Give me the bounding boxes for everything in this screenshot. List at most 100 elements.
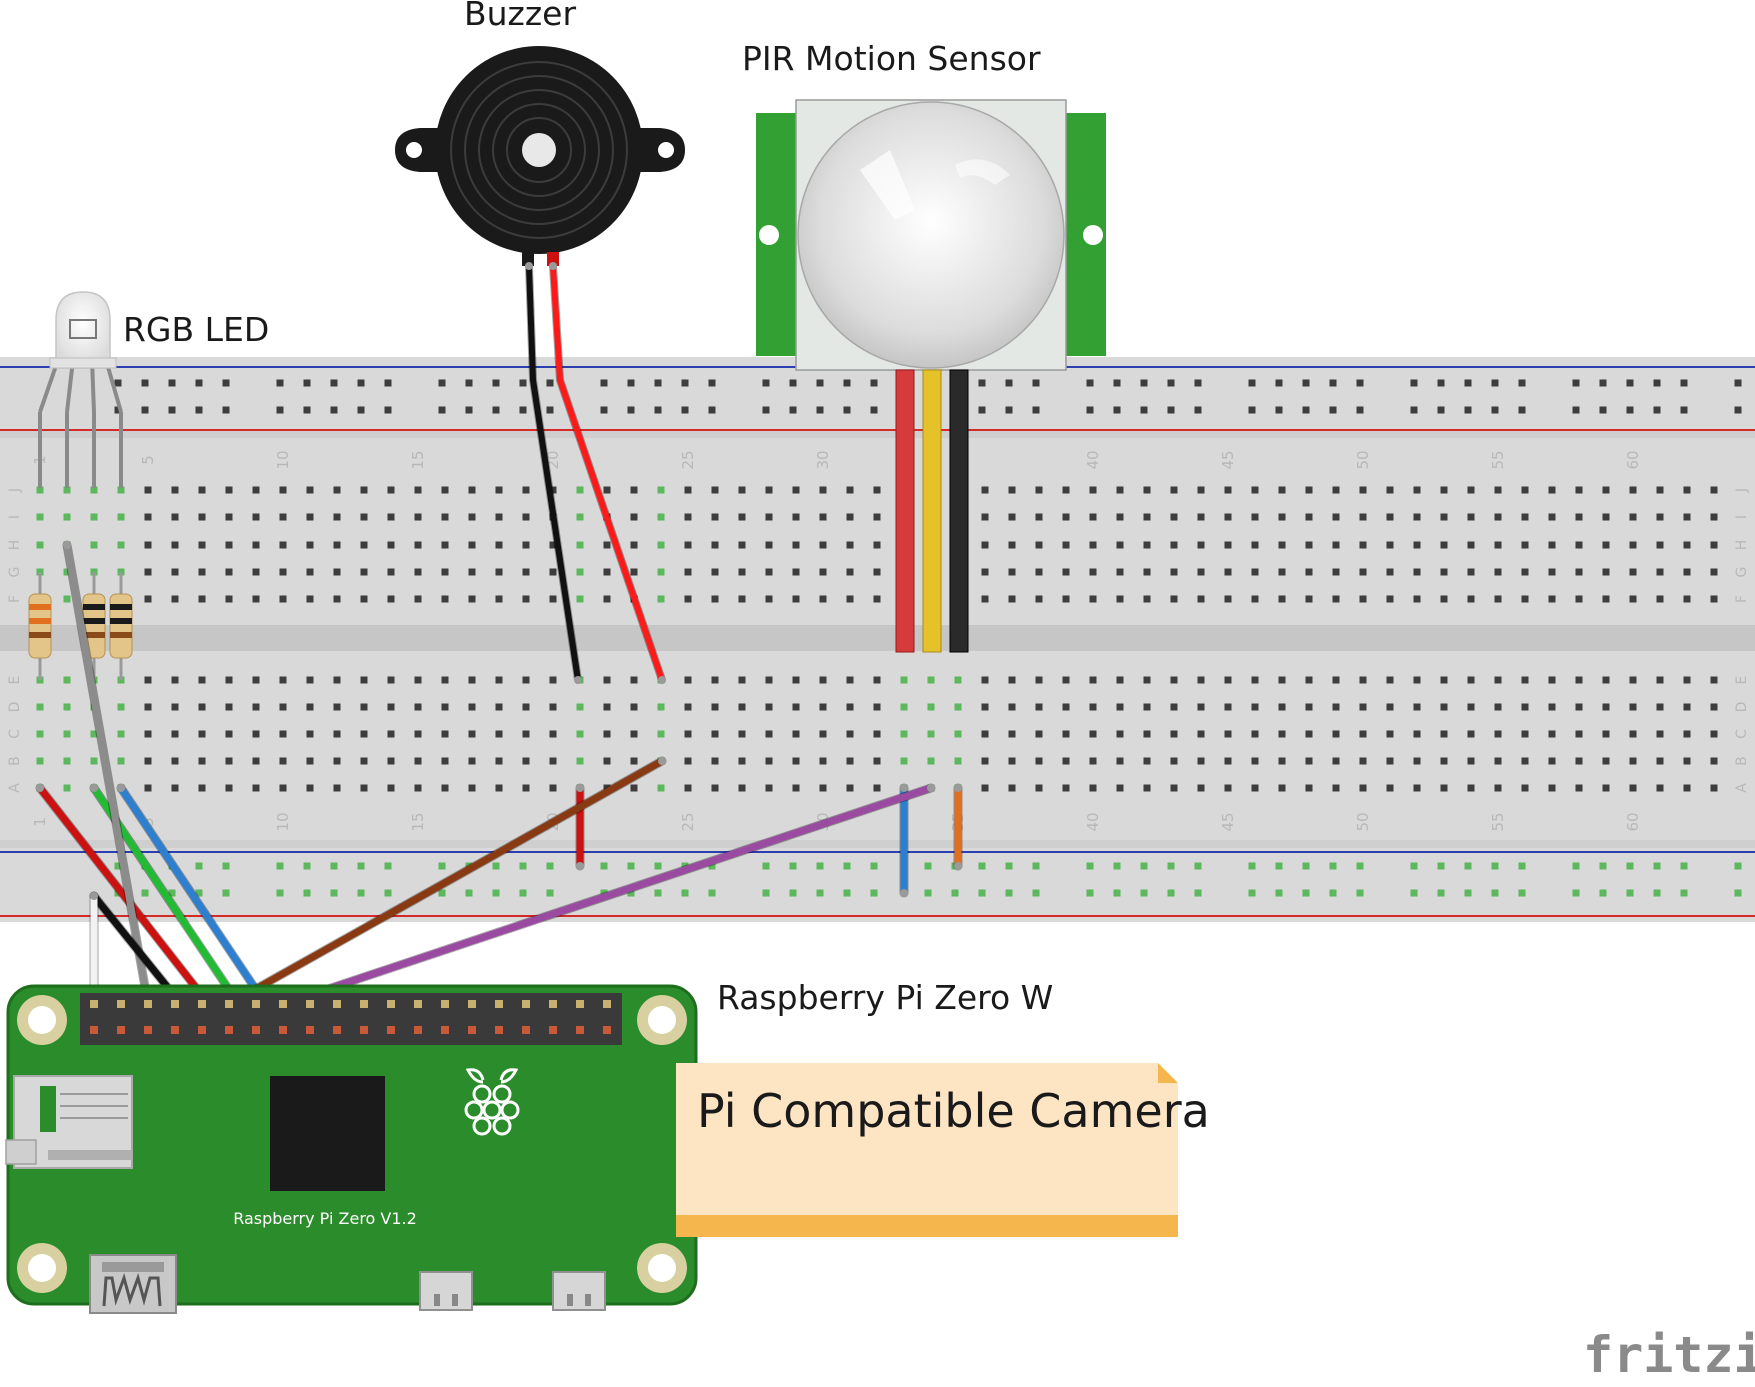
breadboard-hole (360, 541, 368, 549)
rail-hole (924, 862, 932, 870)
wire-jumper-orange-end (954, 862, 962, 870)
rail-hole (1599, 862, 1607, 870)
breadboard-hole (306, 784, 314, 792)
breadboard-hole (1305, 784, 1313, 792)
breadboard-hole (414, 513, 422, 521)
breadboard-hole (1143, 730, 1151, 738)
breadboard-hole (1062, 757, 1070, 765)
rail-hole (1167, 862, 1175, 870)
rail-hole (357, 406, 365, 414)
breadboard-hole (603, 486, 611, 494)
breadboard-hole (279, 595, 287, 603)
rail-hole (1680, 379, 1688, 387)
breadboard-hole (1467, 595, 1475, 603)
breadboard-hole (441, 568, 449, 576)
rail-hole (303, 862, 311, 870)
breadboard-hole (522, 568, 530, 576)
breadboard-hole (1548, 784, 1556, 792)
breadboard-hole (630, 757, 638, 765)
breadboard-hole (333, 676, 341, 684)
rail-hole (1194, 379, 1202, 387)
rail-hole (465, 379, 473, 387)
breadboard-hole (657, 784, 665, 792)
breadboard-hole (117, 757, 125, 765)
breadboard-hole (36, 513, 44, 521)
rail-hole (1140, 379, 1148, 387)
breadboard-hole (1656, 730, 1664, 738)
breadboard-hole (360, 757, 368, 765)
rail-hole (1734, 889, 1742, 897)
rail-hole (762, 406, 770, 414)
breadboard-hole (819, 595, 827, 603)
breadboard-hole (1359, 541, 1367, 549)
camera-note: Pi Compatible Camera (676, 1063, 1210, 1237)
breadboard-hole (576, 730, 584, 738)
row-labels: J J I I H H G G F F E E D D C C B B A A (7, 488, 1750, 793)
rail-hole (816, 862, 824, 870)
breadboard-hole (873, 676, 881, 684)
led-base (49, 357, 117, 369)
breadboard-hole (360, 486, 368, 494)
breadboard-hole (1035, 595, 1043, 603)
breadboard-hole (1035, 486, 1043, 494)
breadboard-hole (711, 757, 719, 765)
rail-hole (465, 406, 473, 414)
breadboard-hole (819, 784, 827, 792)
breadboard-hole (1170, 757, 1178, 765)
note-text: Pi Compatible Camera (697, 1084, 1210, 1138)
breadboard-hole (1710, 541, 1718, 549)
rail-hole (114, 862, 122, 870)
column-number: 1 (31, 817, 49, 827)
breadboard-hole (1170, 676, 1178, 684)
breadboard-hole (414, 676, 422, 684)
breadboard-hole (711, 541, 719, 549)
breadboard-hole (1035, 784, 1043, 792)
breadboard-hole (333, 730, 341, 738)
rail-hole (1437, 406, 1445, 414)
column-number: 50 (1354, 450, 1372, 469)
buzzer-mount-right (630, 128, 685, 172)
row-label: G (7, 567, 23, 578)
rail-hole (1734, 379, 1742, 387)
breadboard-hole (1305, 595, 1313, 603)
gpio-pin (549, 1026, 557, 1034)
rail-hole (1680, 862, 1688, 870)
rail-hole (1680, 889, 1688, 897)
breadboard-hole (1278, 730, 1286, 738)
rail-hole (843, 862, 851, 870)
breadboard-hole (387, 486, 395, 494)
breadboard-hole (1035, 730, 1043, 738)
breadboard-hole (1683, 595, 1691, 603)
breadboard-hole (414, 486, 422, 494)
rail-hole (600, 379, 608, 387)
rail-hole (1275, 379, 1283, 387)
breadboard-hole (576, 513, 584, 521)
rail-hole (843, 406, 851, 414)
breadboard-hole (522, 595, 530, 603)
breadboard-hole (1089, 541, 1097, 549)
breadboard-hole (873, 784, 881, 792)
breadboard-hole (1629, 676, 1637, 684)
breadboard-hole (360, 513, 368, 521)
rail-hole (492, 889, 500, 897)
breadboard-hole (441, 730, 449, 738)
breadboard-hole (495, 757, 503, 765)
breadboard-hole (1656, 703, 1664, 711)
breadboard-hole (1602, 676, 1610, 684)
breadboard-hole (684, 676, 692, 684)
buzzer-ring (492, 103, 586, 197)
rail-hole (627, 889, 635, 897)
breadboard-hole (1629, 513, 1637, 521)
breadboard-hole (414, 541, 422, 549)
breadboard-hole (495, 595, 503, 603)
breadboard-hole (1197, 595, 1205, 603)
breadboard-hole (765, 541, 773, 549)
breadboard-hole (1413, 568, 1421, 576)
breadboard-hole (225, 676, 233, 684)
breadboard-hole (468, 513, 476, 521)
gpio-pin (171, 1026, 179, 1034)
breadboard-hole (1656, 513, 1664, 521)
rail-hole (951, 889, 959, 897)
breadboard-hole (441, 676, 449, 684)
